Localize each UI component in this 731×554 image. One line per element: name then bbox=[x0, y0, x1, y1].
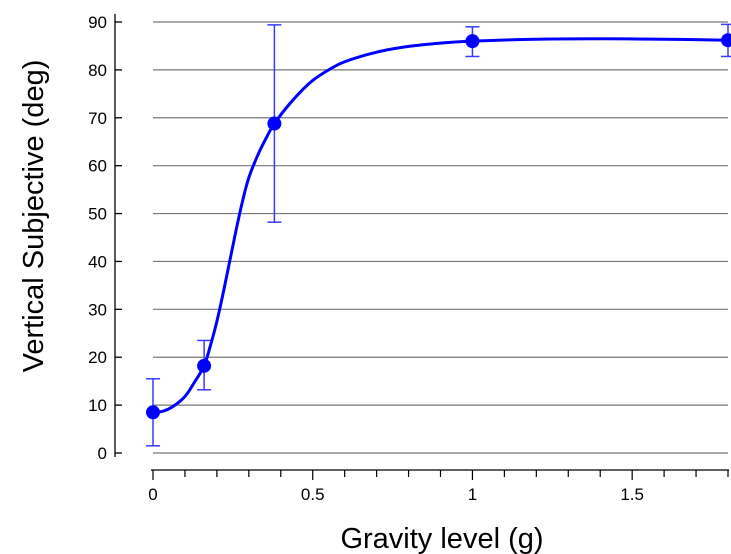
y-axis-title: Vertical Subjective (deg) bbox=[18, 60, 50, 373]
data-point bbox=[465, 34, 480, 49]
data-point bbox=[721, 33, 731, 48]
fit-curve-line bbox=[151, 37, 730, 414]
x-tick-label: 1.5 bbox=[620, 485, 644, 504]
series-layer bbox=[146, 23, 731, 447]
data-point bbox=[267, 116, 282, 131]
y-tick-label: 10 bbox=[88, 396, 107, 415]
grid-layer bbox=[153, 21, 728, 454]
x-tick-label: 0 bbox=[148, 485, 157, 504]
x-tick-label: 0.5 bbox=[301, 485, 325, 504]
x-tick-label: 1 bbox=[468, 485, 477, 504]
y-tick-label: 40 bbox=[88, 252, 107, 271]
y-tick-label: 90 bbox=[88, 13, 107, 32]
y-tick-label: 0 bbox=[98, 444, 107, 463]
y-tick-label: 70 bbox=[88, 109, 107, 128]
x-axis-title: Gravity level (g) bbox=[340, 523, 543, 554]
axis-layer bbox=[114, 14, 729, 471]
y-tick-label: 50 bbox=[88, 205, 107, 224]
y-tick-label: 60 bbox=[88, 157, 107, 176]
tick-layer: 0 10 20 30 40 50 60 70 80 90 0 0.5 1 1.5 bbox=[88, 13, 729, 504]
data-point bbox=[146, 405, 160, 420]
y-tick-label: 30 bbox=[88, 300, 107, 319]
y-tick-label: 20 bbox=[88, 348, 107, 367]
data-point bbox=[197, 358, 212, 373]
y-tick-label: 80 bbox=[88, 61, 107, 80]
